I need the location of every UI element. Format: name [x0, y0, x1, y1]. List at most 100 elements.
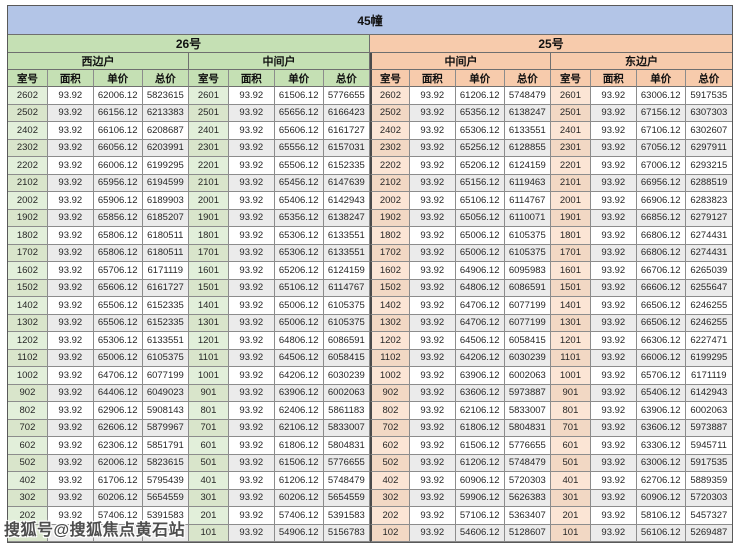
cell-area: 93.92 [409, 174, 456, 192]
cell-total: 6265039 [685, 262, 732, 280]
cell-total: 6142943 [685, 384, 732, 402]
cell-unitprice: 63606.12 [636, 419, 686, 437]
cell-room: 1801 [189, 227, 229, 245]
cell-total: 5879967 [142, 419, 189, 437]
cell-room: 1402 [8, 297, 48, 315]
cell-unitprice: 65706.12 [636, 367, 686, 385]
cell-unitprice: 62106.12 [455, 402, 505, 420]
cell-unitprice: 65506.12 [93, 314, 143, 332]
cell-total: 5795439 [142, 472, 189, 490]
cell-unitprice: 64806.12 [455, 279, 505, 297]
cell-area: 93.92 [590, 209, 637, 227]
cell-room: 1902 [8, 209, 48, 227]
cell-room: 1201 [189, 332, 229, 350]
cell-total: 6142943 [323, 192, 370, 210]
cell-room: 401 [189, 472, 229, 490]
cell-area: 93.92 [47, 472, 94, 490]
cell-room: 2001 [189, 192, 229, 210]
cell-area: 93.92 [47, 297, 94, 315]
cell-area: 93.92 [228, 332, 275, 350]
cell-total: 5391583 [323, 507, 370, 525]
cell-unitprice: 65456.12 [274, 174, 324, 192]
cell-room: 2401 [189, 122, 229, 140]
cell-total: 6133551 [323, 227, 370, 245]
column-header: 总价 [504, 70, 551, 87]
cell-total: 6002063 [685, 402, 732, 420]
cell-area: 93.92 [47, 139, 94, 157]
cell-area: 93.92 [228, 157, 275, 175]
cell-area: 93.92 [228, 507, 275, 525]
cell-unitprice: 65606.12 [274, 122, 324, 140]
cell-room: 1102 [8, 349, 48, 367]
cell-total: 5269487 [685, 524, 732, 542]
cell-area: 93.92 [590, 419, 637, 437]
cell-total: 6002063 [323, 384, 370, 402]
cell-room: 901 [551, 384, 591, 402]
cell-area: 93.92 [590, 384, 637, 402]
cell-area: 93.92 [47, 104, 94, 122]
cell-unitprice: 67106.12 [636, 122, 686, 140]
cell-area: 93.92 [409, 157, 456, 175]
cell-room [8, 524, 48, 542]
cell-total: 5654559 [323, 489, 370, 507]
cell-area: 93.92 [409, 297, 456, 315]
cell-room: 2101 [551, 174, 591, 192]
cell-room: 2201 [189, 157, 229, 175]
cell-unitprice: 61706.12 [93, 472, 143, 490]
cell-unitprice: 66906.12 [636, 192, 686, 210]
cell-unitprice: 65006.12 [455, 227, 505, 245]
cell-unitprice: 62006.12 [93, 87, 143, 105]
cell-room: 902 [370, 384, 410, 402]
cell-room: 402 [8, 472, 48, 490]
section-header-26: 26号 [8, 35, 370, 53]
cell-area: 93.92 [228, 262, 275, 280]
cell-total: 6124159 [323, 262, 370, 280]
cell-unitprice: 66006.12 [636, 349, 686, 367]
cell-total: 6105375 [504, 227, 551, 245]
cell-area: 93.92 [47, 262, 94, 280]
cell-unitprice: 66956.12 [636, 174, 686, 192]
cell-area: 93.92 [590, 192, 637, 210]
cell-room: 1001 [551, 367, 591, 385]
cell-total: 5156783 [323, 524, 370, 542]
cell-room: 502 [370, 454, 410, 472]
cell-area: 93.92 [47, 157, 94, 175]
cell-unitprice: 67006.12 [636, 157, 686, 175]
cell-area: 93.92 [47, 192, 94, 210]
cell-area: 93.92 [47, 402, 94, 420]
cell-room: 2302 [370, 139, 410, 157]
cell-unitprice: 65656.12 [274, 104, 324, 122]
cell-unitprice: 64506.12 [274, 349, 324, 367]
cell-area: 93.92 [228, 367, 275, 385]
cell-unitprice: 60206.12 [93, 489, 143, 507]
cell-area: 93.92 [590, 87, 637, 105]
cell-unitprice: 58106.12 [636, 507, 686, 525]
cell-area: 93.92 [590, 332, 637, 350]
cell-room: 2002 [8, 192, 48, 210]
cell-area: 93.92 [47, 437, 94, 455]
cell-total: 6180511 [142, 227, 189, 245]
cell-total: 6133551 [142, 332, 189, 350]
cell-total: 5748479 [323, 472, 370, 490]
cell-total: 6110071 [504, 209, 551, 227]
cell-total: 5945711 [685, 437, 732, 455]
cell-unitprice: 65256.12 [455, 139, 505, 157]
cell-room: 202 [8, 507, 48, 525]
cell-room: 2202 [8, 157, 48, 175]
cell-total: 6246255 [685, 314, 732, 332]
cell-area: 93.92 [409, 454, 456, 472]
cell-room: 2601 [189, 87, 229, 105]
cell-room: 1202 [370, 332, 410, 350]
column-header: 单价 [455, 70, 505, 87]
cell-unitprice: 65006.12 [93, 349, 143, 367]
cell-total: 6255647 [685, 279, 732, 297]
cell-total: 5833007 [504, 402, 551, 420]
cell-total: 6114767 [504, 192, 551, 210]
cell-room: 1002 [370, 367, 410, 385]
cell-total: 6138247 [504, 104, 551, 122]
cell-total: 6180511 [142, 244, 189, 262]
cell-total: 6166423 [323, 104, 370, 122]
cell-total: 6199295 [142, 157, 189, 175]
cell-unitprice: 57406.12 [93, 507, 143, 525]
cell-area: 93.92 [590, 367, 637, 385]
